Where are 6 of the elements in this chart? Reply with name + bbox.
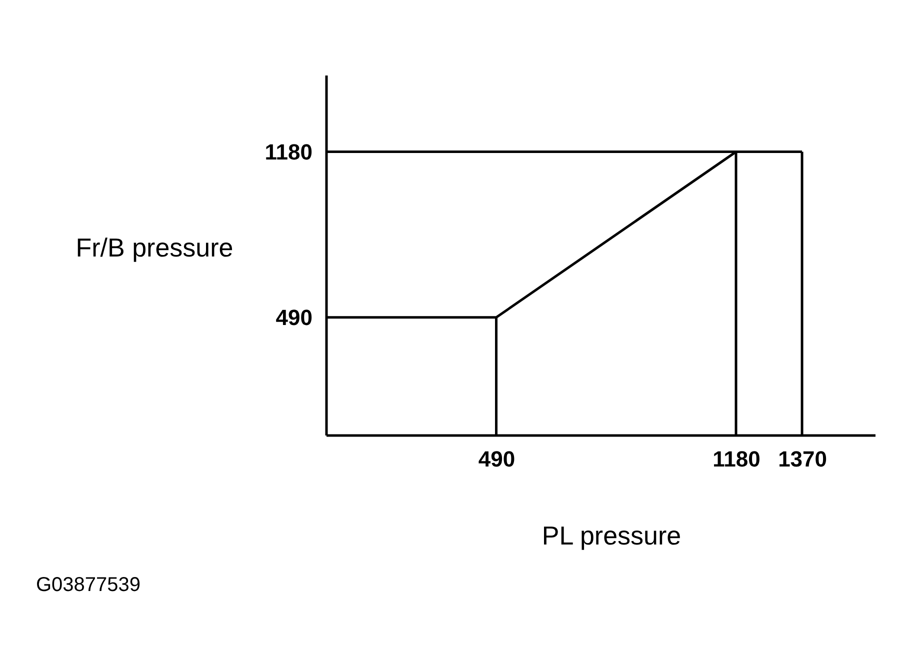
x-tick-label: 490 [478,446,516,472]
text: G03877539 [36,574,141,596]
x-tick-label: 1370 [778,446,828,472]
y-axis-title: Fr/B pressure [76,232,234,262]
x-axis-title: PL pressure [542,520,682,550]
x-tick-label: 1180 [712,446,760,472]
